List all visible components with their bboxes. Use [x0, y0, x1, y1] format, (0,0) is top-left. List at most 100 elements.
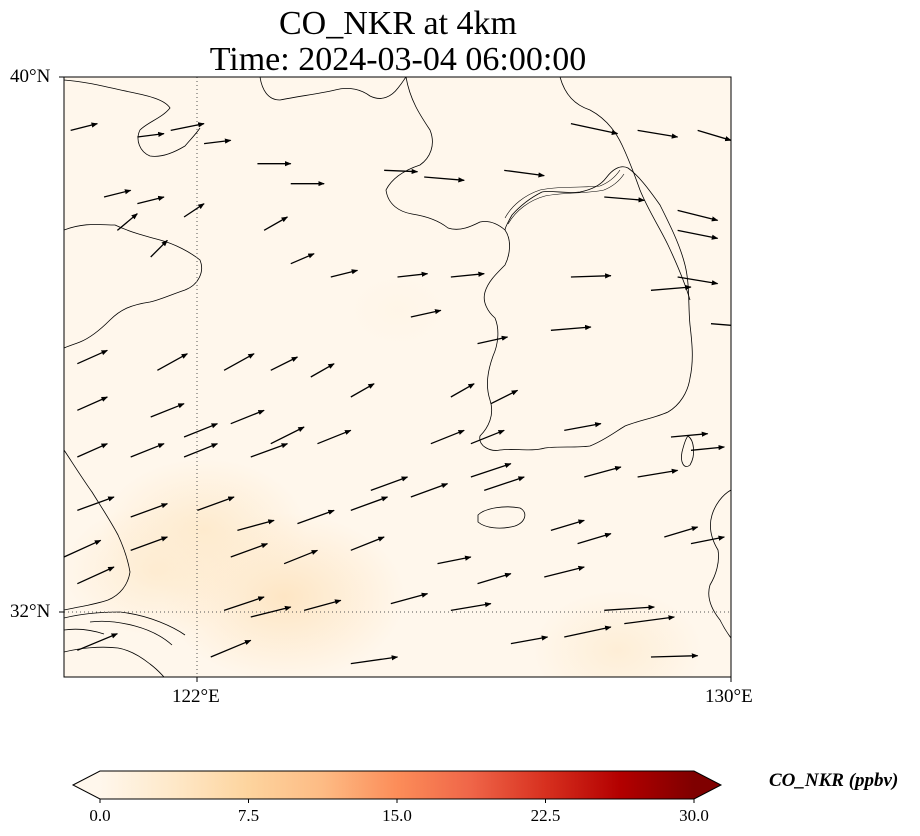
wind-arrow: [484, 476, 525, 491]
wind-arrow: [577, 532, 612, 545]
colorbar-extend-low: [73, 771, 100, 799]
wind-arrow: [150, 403, 185, 418]
wind-arrow: [570, 123, 619, 135]
wind-arrow: [710, 323, 731, 326]
wind-arrow: [303, 599, 342, 611]
wind-arrow: [330, 269, 359, 278]
korea-east-coast: [559, 77, 691, 301]
wind-arrow: [77, 496, 115, 511]
wind-arrow: [210, 639, 252, 658]
map-frame: [63, 76, 732, 678]
wind-arrow: [550, 519, 585, 531]
wind-vectors: [64, 122, 731, 665]
north-korea-coast: [259, 77, 407, 101]
co-field-patch: [64, 504, 252, 637]
wind-arrow: [470, 429, 505, 445]
lon-label-122e: 122°E: [172, 686, 220, 707]
wind-arrow: [624, 615, 675, 625]
colorbar-ticks: [99, 799, 695, 803]
wind-arrow: [183, 443, 219, 458]
wind-arrow: [350, 536, 385, 551]
wind-arrow: [604, 604, 655, 611]
wind-arrow: [410, 309, 442, 318]
wind-arrow: [283, 549, 319, 565]
wind-arrow: [297, 509, 335, 525]
wind-arrow: [183, 203, 205, 218]
wind-arrow: [677, 209, 719, 222]
gridlines: [64, 77, 731, 677]
wind-arrow: [310, 363, 335, 378]
wind-arrow: [103, 189, 132, 198]
wind-arrow: [410, 483, 449, 498]
wind-arrow: [544, 565, 585, 578]
yangtze-estuary: [64, 611, 186, 646]
chart-title-line1: CO_NKR at 4km: [279, 5, 517, 42]
wind-arrow: [564, 422, 602, 431]
colorbar-label: CO_NKR (ppbv): [769, 770, 899, 791]
hangzhou-bay: [64, 646, 165, 677]
wind-arrow: [637, 129, 679, 139]
wind-arrow: [130, 536, 168, 551]
wind-arrow: [384, 168, 419, 175]
wind-arrow: [130, 443, 165, 458]
wind-arrow: [64, 539, 102, 558]
wind-arrow: [450, 383, 475, 398]
chart-title-line2: Time: 2024-03-04 06:00:00: [209, 41, 587, 78]
wind-arrow: [470, 463, 512, 478]
wind-arrow: [77, 566, 115, 585]
wind-arrow: [370, 476, 409, 491]
colorbar-tick-label: 15.0: [382, 806, 412, 825]
wind-arrow: [450, 271, 485, 278]
wind-arrow: [77, 443, 108, 458]
wind-arrow: [317, 429, 352, 445]
wind-arrow: [350, 383, 375, 398]
china-east-coast: [64, 449, 131, 611]
wind-arrow: [397, 271, 429, 278]
wind-arrow: [637, 468, 679, 478]
axis-ticks: [59, 76, 732, 682]
wind-arrow: [424, 176, 465, 183]
kyushu-coast: [708, 489, 731, 639]
lat-label-40n: 40°N: [10, 66, 51, 87]
wind-arrow: [604, 196, 645, 203]
wind-arrow: [250, 605, 292, 618]
wind-arrow: [77, 349, 108, 365]
wind-arrow: [670, 431, 709, 438]
wind-arrow: [150, 239, 168, 258]
wind-arrow: [677, 229, 719, 240]
west-korea-bay: [385, 77, 693, 451]
co-field-patch: [532, 590, 703, 677]
wind-arrow: [230, 543, 269, 558]
co-field-patch: [348, 274, 447, 347]
wind-arrow: [183, 423, 219, 438]
wind-arrow: [490, 389, 519, 405]
wind-arrow: [203, 138, 232, 145]
wind-arrow: [697, 129, 731, 142]
wind-arrow: [690, 535, 725, 545]
wind-arrow: [223, 596, 265, 611]
coastlines: [64, 77, 731, 677]
wind-arrow: [477, 335, 509, 345]
wind-arrow: [450, 602, 492, 611]
wind-arrow: [270, 426, 305, 445]
wind-arrow: [77, 396, 108, 411]
lon-label-130e: 130°E: [705, 686, 753, 707]
wind-arrow: [430, 429, 465, 445]
wind-arrow: [137, 195, 165, 205]
wind-arrow: [550, 324, 592, 331]
wind-arrow: [477, 572, 512, 585]
jeju-island: [477, 506, 526, 529]
wind-arrow: [510, 635, 549, 645]
dmz-river-2: [507, 173, 625, 225]
wind-arrow: [250, 443, 289, 458]
colorbar-tick-label: 22.5: [530, 806, 561, 825]
wind-arrow: [77, 633, 118, 651]
wind-arrow: [664, 526, 699, 538]
wind-arrow: [137, 131, 165, 138]
wind-arrow: [170, 122, 205, 131]
colorbar-extend-high: [694, 771, 721, 799]
wind-arrow: [650, 284, 692, 291]
wind-arrow: [237, 519, 275, 531]
wind-arrow: [270, 356, 299, 371]
